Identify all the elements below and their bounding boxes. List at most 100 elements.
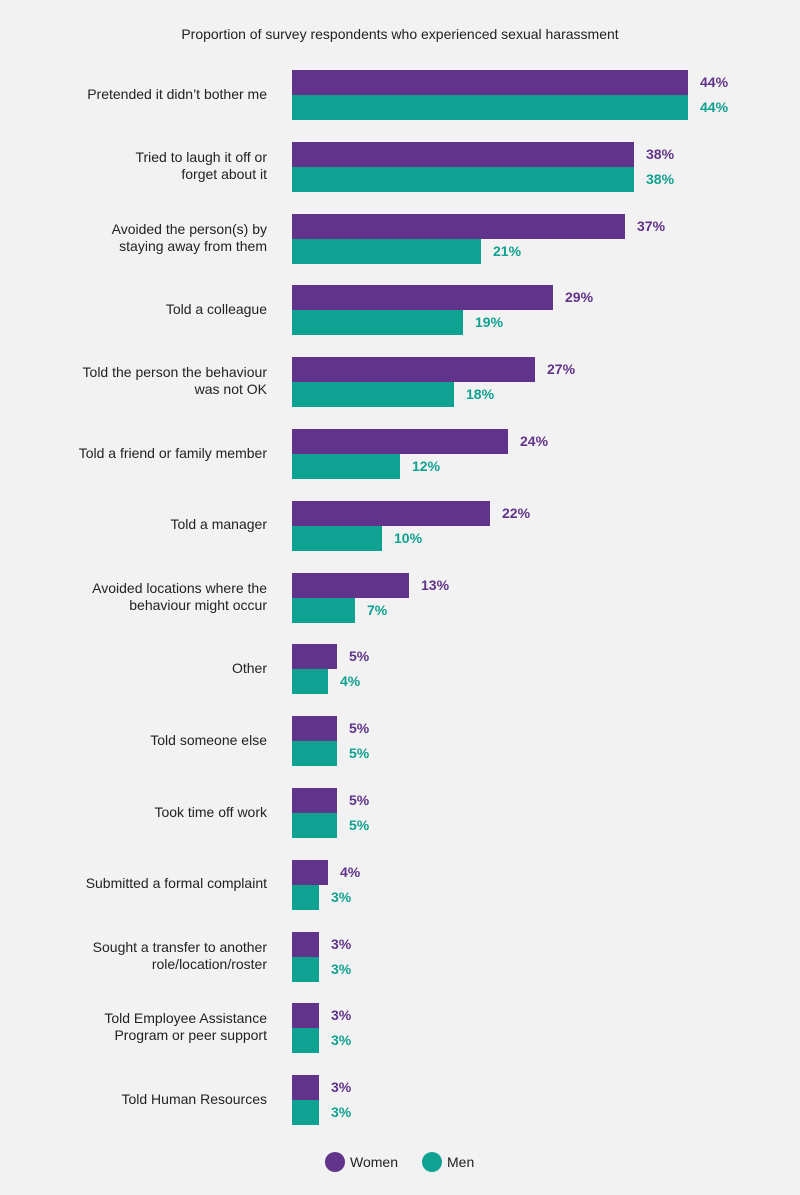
data-label-men: 19%	[475, 314, 504, 331]
category-label-line: Told Employee Assistance	[104, 1010, 267, 1027]
category-label-line: Avoided the person(s) by	[111, 220, 267, 237]
bar-women	[292, 931, 319, 957]
category-label-line: Other	[231, 659, 267, 676]
data-label-women: 4%	[340, 863, 361, 880]
data-label-women: 38%	[646, 145, 675, 162]
bar-men	[292, 1028, 319, 1054]
category-label: Avoided locations where the behaviour mig…	[20, 580, 267, 614]
category-label-line: Took time off work	[154, 803, 267, 820]
data-label-men: 38%	[646, 170, 675, 187]
category-label: Other	[20, 660, 267, 677]
category-label-line: Told a manager	[170, 516, 267, 533]
chart-title: Proportion of survey respondents who exp…	[181, 26, 619, 42]
category-label-line: Told a friend or family member	[78, 444, 267, 461]
category-label-line: behaviour might occur	[129, 596, 267, 613]
bar-women	[292, 141, 634, 167]
category-label: Told Employee Assistance Program or peer …	[20, 1010, 267, 1044]
category-label: Pretended it didn’t bother me	[20, 86, 267, 103]
category-label: Told a friend or family member	[20, 445, 267, 462]
bar-women	[292, 859, 328, 885]
bar-men	[292, 597, 355, 623]
category-label-line: was not OK	[194, 381, 267, 398]
data-label-women: 5%	[349, 792, 370, 808]
category-label-line: Pretended it didn’t bother me	[87, 85, 267, 102]
data-label-men: 5%	[349, 745, 370, 762]
data-label-women: 5%	[349, 648, 370, 665]
data-label-women: 29%	[565, 289, 594, 306]
bar-women	[292, 429, 508, 454]
data-label-men: 18%	[466, 386, 495, 403]
data-label-women: 5%	[349, 720, 370, 737]
category-label-line: Tried to laugh it off or	[135, 148, 267, 165]
category-label: Told Human Resources	[20, 1091, 267, 1108]
bar-men	[292, 956, 319, 982]
category-label-line: Told a colleague	[165, 300, 267, 317]
legend-swatch-men	[422, 1152, 442, 1172]
data-label-men: 3%	[331, 960, 352, 977]
bar-women	[292, 644, 337, 670]
data-label-men: 3%	[331, 888, 352, 905]
data-label-women: 3%	[331, 1007, 352, 1024]
category-label-line: Program or peer support	[114, 1027, 267, 1044]
bar-men	[292, 454, 400, 479]
data-label-men: 4%	[340, 673, 361, 690]
data-label-women: 37%	[637, 217, 666, 234]
category-label: Told a manager	[20, 516, 267, 533]
category-label: Took time off work	[20, 804, 267, 821]
data-label-men: 44%	[700, 99, 729, 115]
category-label-line: Told someone else	[150, 731, 267, 748]
bar-women	[292, 213, 625, 239]
data-label-men: 7%	[367, 601, 388, 618]
bar-men	[292, 741, 337, 767]
category-label-line: Avoided locations where the	[92, 579, 267, 596]
data-label-men: 21%	[493, 242, 522, 259]
bar-women	[292, 1003, 319, 1029]
bar-women	[292, 716, 337, 742]
data-label-women: 24%	[520, 433, 549, 449]
category-label: Sought a transfer to another role/locatio…	[20, 939, 267, 973]
bar-men	[292, 166, 634, 192]
bar-men	[292, 1100, 319, 1126]
bar-men	[292, 95, 688, 120]
data-label-women: 44%	[700, 74, 729, 90]
bar-women	[292, 500, 490, 526]
bar-men	[292, 813, 337, 838]
bar-women	[292, 357, 535, 383]
bar-men	[292, 525, 382, 551]
data-label-women: 3%	[331, 1079, 352, 1096]
bar-men	[292, 669, 328, 695]
legend-label-women: Women	[350, 1154, 398, 1170]
category-label: Avoided the person(s) by staying away fro…	[20, 221, 267, 255]
category-label-line: Submitted a formal complaint	[85, 875, 267, 892]
legend-swatch-women	[325, 1152, 345, 1172]
category-label-line: Told Human Resources	[121, 1090, 267, 1107]
bar-women	[292, 285, 553, 311]
data-label-men: 3%	[331, 1032, 352, 1049]
bar-women	[292, 70, 688, 95]
category-label-line: role/location/roster	[151, 955, 267, 972]
data-label-women: 22%	[502, 504, 531, 521]
data-label-men: 10%	[394, 529, 423, 546]
category-label: Submitted a formal complaint	[20, 875, 267, 892]
category-label: Told a colleague	[20, 301, 267, 318]
bar-women	[292, 572, 409, 598]
category-label: Told the person the behaviour was not OK	[20, 364, 267, 398]
data-label-women: 13%	[421, 576, 450, 593]
data-label-women: 3%	[331, 935, 352, 952]
bar-men	[292, 238, 481, 264]
bar-men	[292, 884, 319, 910]
bar-men	[292, 382, 454, 408]
bar-men	[292, 310, 463, 336]
data-label-men: 12%	[412, 458, 441, 474]
category-label: Told someone else	[20, 732, 267, 749]
data-label-men: 5%	[349, 817, 370, 833]
category-label: Tried to laugh it off or forget about it	[20, 149, 267, 183]
data-label-men: 3%	[331, 1104, 352, 1121]
legend-label-men: Men	[447, 1154, 475, 1170]
category-label-line: Told the person the behaviour	[82, 364, 267, 381]
bar-women	[292, 1075, 319, 1101]
bar-women	[292, 788, 337, 813]
category-label-line: forget about it	[181, 165, 267, 182]
data-label-women: 27%	[547, 361, 576, 378]
